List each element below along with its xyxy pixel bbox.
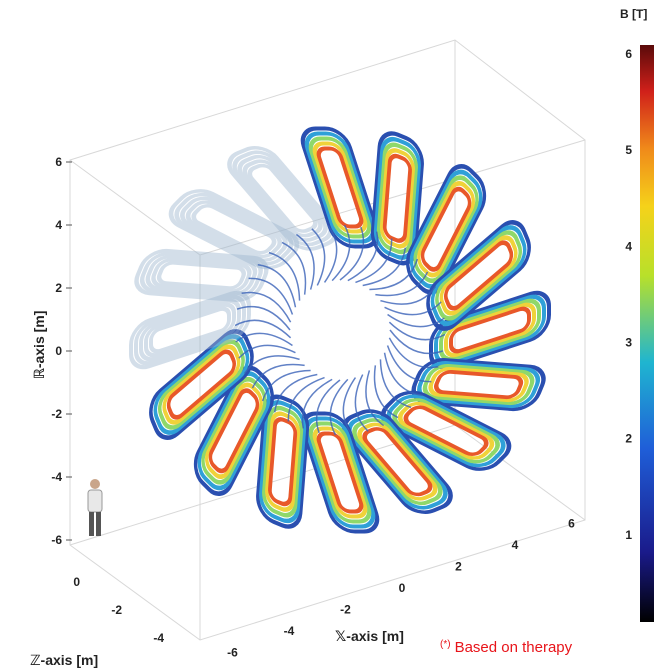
colorbar-label: B [T] [620,7,647,21]
colorbar-tick-label: 3 [625,336,632,350]
x-tick-label: 4 [512,538,519,552]
coil-winding [384,153,411,243]
z-tick-label: 0 [73,575,80,589]
coil-winding [269,417,296,507]
coil-lead [375,365,398,417]
z-axis-label: ℤ-axis [m] [30,652,98,668]
z-tick-label: -2 [111,603,122,617]
coil-lead [375,272,427,295]
coil-lead [252,365,304,388]
footnote-text: Based on therapy [455,639,573,656]
figure: B [T] ℝ-axis [m] ℤ-axis [m] 𝕏-axis [m] (… [0,0,654,671]
x-tick-label: -4 [284,624,295,638]
coil-lead [282,242,305,294]
r-tick-label: 2 [55,281,62,295]
coil-lead [385,353,423,396]
coil-lead [258,265,296,308]
colorbar-tick-label: 2 [625,432,632,446]
footnote: (*) Based on therapy [440,639,573,656]
x-tick-label: -6 [227,646,238,660]
colorbar-tick-label: 4 [625,239,632,253]
x-tick-label: -2 [340,603,351,617]
colorbar-tick-label: 6 [625,47,632,61]
r-tick-label: -2 [51,407,62,421]
coil-winding [433,371,523,398]
x-axis-label: 𝕏-axis [m] [335,628,404,644]
colorbar [640,45,654,622]
r-tick-label: 4 [55,218,62,232]
r-axis-label: ℝ-axis [m] [31,311,47,380]
x-tick-label: 6 [568,517,575,531]
figure-canvas: B [T] ℝ-axis [m] ℤ-axis [m] 𝕏-axis [m] (… [0,0,654,671]
x-tick-label: 2 [455,560,462,574]
colorbar-tick-label: 5 [625,143,632,157]
person-figure [88,479,102,536]
r-tick-label: 6 [55,155,62,169]
r-tick-label: -4 [51,470,62,484]
colorbar-tick-label: 1 [625,528,632,542]
r-tick-label: 0 [55,344,62,358]
coil-group [131,128,549,533]
x-tick-label: 0 [399,581,406,595]
z-tick-label: -4 [153,631,164,645]
footnote-marker: (*) [440,639,451,650]
r-tick-label: -6 [51,533,62,547]
coil-winding [156,262,246,289]
